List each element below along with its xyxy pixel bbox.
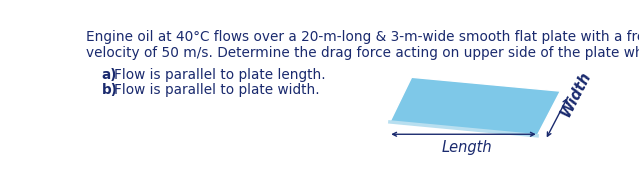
Text: b): b) (102, 83, 118, 97)
Text: Flow is parallel to plate length.: Flow is parallel to plate length. (114, 68, 326, 82)
Text: Length: Length (442, 141, 493, 155)
Polygon shape (390, 77, 560, 136)
Text: Width: Width (558, 69, 594, 120)
Text: Flow is parallel to plate width.: Flow is parallel to plate width. (114, 83, 320, 97)
Text: velocity of 50 m/s. Determine the drag force acting on upper side of the plate w: velocity of 50 m/s. Determine the drag f… (86, 46, 639, 60)
Text: Engine oil at 40°C flows over a 20-m-long & 3-m-wide smooth flat plate with a fr: Engine oil at 40°C flows over a 20-m-lon… (86, 29, 639, 43)
Text: a): a) (102, 68, 117, 82)
